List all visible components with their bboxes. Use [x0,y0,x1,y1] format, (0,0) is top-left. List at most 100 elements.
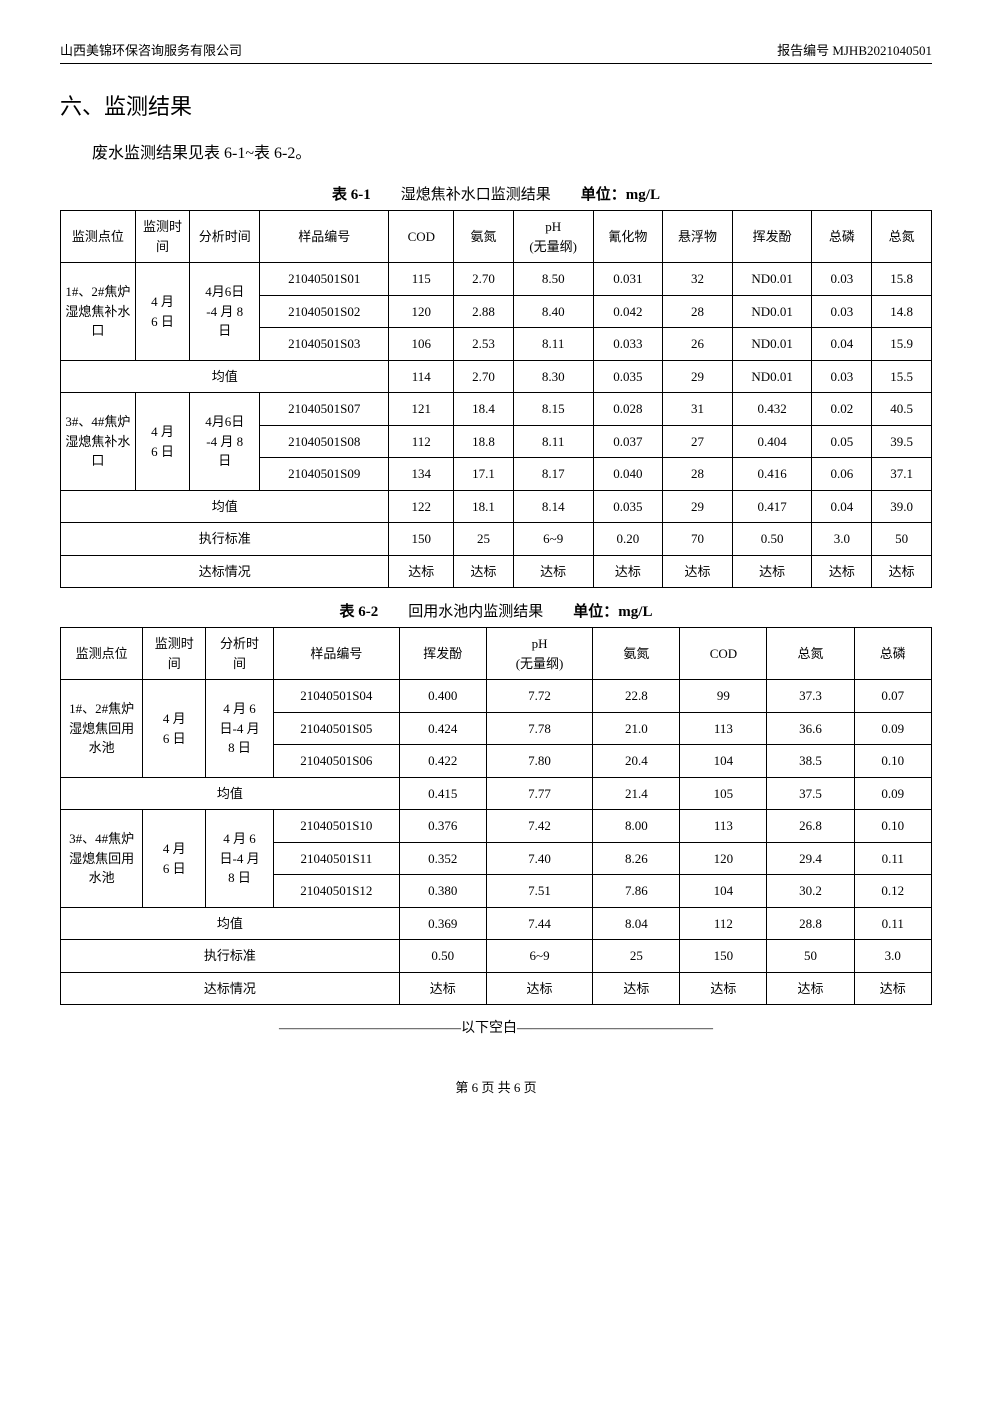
cell: 达标 [872,555,932,588]
cell: 37.3 [767,680,854,713]
th-ph: pH(无量纲) [513,211,593,263]
intro-text: 废水监测结果见表 6-1~表 6-2。 [60,139,932,169]
cell: ND0.01 [732,328,812,361]
cell: 0.352 [399,842,486,875]
cell-std: 执行标准 [61,940,400,973]
cell: 115 [389,263,454,296]
section-title: 六、监测结果 [60,89,932,121]
cell: 0.033 [593,328,663,361]
th-sample: 样品编号 [260,211,389,263]
cell: 达标 [663,555,733,588]
cell: 0.05 [812,425,872,458]
cell-res: 达标情况 [61,972,400,1005]
cell: 0.432 [732,393,812,426]
table-row: 监测点位 监测时间 分析时间 样品编号 挥发酚 pH(无量纲) 氨氮 COD 总… [61,628,932,680]
cell: 29 [663,490,733,523]
cell-avg: 均值 [61,490,389,523]
cell: 7.40 [486,842,592,875]
cell: 25 [454,523,514,556]
cell: 3#、4#焦炉湿熄焦补水口 [61,393,136,491]
th-cn: 氰化物 [593,211,663,263]
cell: 1#、2#焦炉湿熄焦补水口 [61,263,136,361]
cell: 20.4 [593,745,680,778]
th-cod: COD [389,211,454,263]
cell: 0.50 [732,523,812,556]
t1-name: 湿熄焦补水口监测结果 [401,187,551,203]
th-sample: 样品编号 [273,628,399,680]
th-ph: pH(无量纲) [486,628,592,680]
page-footer: 第 6 页 共 6 页 [60,1077,932,1096]
cell: 8.11 [513,328,593,361]
cell: 8.14 [513,490,593,523]
cell: 达标 [593,972,680,1005]
table-row: 均值 0.369 7.44 8.04 112 28.8 0.11 [61,907,932,940]
table-row: 3#、4#焦炉湿熄焦补水口 4 月6 日 4月6日-4 月 8日 2104050… [61,393,932,426]
cell: 6~9 [513,523,593,556]
cell: 134 [389,458,454,491]
cell: 37.5 [767,777,854,810]
cell: 0.040 [593,458,663,491]
th-point: 监测点位 [61,211,136,263]
cell: 18.1 [454,490,514,523]
cell: 0.037 [593,425,663,458]
th-tp: 总磷 [854,628,931,680]
cell: 0.031 [593,263,663,296]
cell: 0.03 [812,360,872,393]
table-row: 3#、4#焦炉湿熄焦回用水池 4 月6 日 4 月 6日-4 月8 日 2104… [61,810,932,843]
cell: 39.5 [872,425,932,458]
cell: 7.42 [486,810,592,843]
cell: 4 月6 日 [135,263,190,361]
table-2-caption: 表 6-2回用水池内监测结果单位：mg/L [60,600,932,621]
cell-avg: 均值 [61,777,400,810]
page-header: 山西美锦环保咨询服务有限公司 报告编号 MJHB2021040501 [60,40,932,64]
cell: 27 [663,425,733,458]
cell: 0.03 [812,263,872,296]
cell: 达标 [486,972,592,1005]
th-tp: 总磷 [812,211,872,263]
cell: 8.30 [513,360,593,393]
t1-num: 表 6-1 [332,187,371,203]
cell: 26 [663,328,733,361]
cell: 120 [389,295,454,328]
table-row: 达标情况 达标 达标 达标 达标 达标 达标 达标 达标 [61,555,932,588]
cell: 31 [663,393,733,426]
cell: 15.9 [872,328,932,361]
cell: 8.11 [513,425,593,458]
cell: 7.86 [593,875,680,908]
cell: 29.4 [767,842,854,875]
cell: 21040501S07 [260,393,389,426]
cell: 39.0 [872,490,932,523]
cell: 8.17 [513,458,593,491]
cell: 达标 [767,972,854,1005]
cell: 8.00 [593,810,680,843]
cell: 0.035 [593,360,663,393]
cell: 15.8 [872,263,932,296]
table-row: 均值 122 18.1 8.14 0.035 29 0.417 0.04 39.… [61,490,932,523]
cell: 114 [389,360,454,393]
cell: 28.8 [767,907,854,940]
th-tn: 总氮 [767,628,854,680]
report-no: 报告编号 MJHB2021040501 [777,40,932,59]
cell: 达标 [854,972,931,1005]
cell: 7.51 [486,875,592,908]
cell: 50 [767,940,854,973]
cell: 112 [389,425,454,458]
cell: ND0.01 [732,360,812,393]
cell: 28 [663,458,733,491]
cell: 14.8 [872,295,932,328]
cell: 2.70 [454,263,514,296]
table-row: 监测点位 监测时间 分析时间 样品编号 COD 氨氮 pH(无量纲) 氰化物 悬… [61,211,932,263]
th-mtime: 监测时间 [135,211,190,263]
cell: 0.50 [399,940,486,973]
cell: 4 月6 日 [135,393,190,491]
cell: 达标 [399,972,486,1005]
table-row: 执行标准 0.50 6~9 25 150 50 3.0 [61,940,932,973]
cell: 0.06 [812,458,872,491]
cell: 0.04 [812,328,872,361]
cell: 0.417 [732,490,812,523]
cell: 4 月6 日 [143,680,206,778]
th-cod: COD [680,628,767,680]
cell: 37.1 [872,458,932,491]
cell: 达标 [812,555,872,588]
cell: 8.04 [593,907,680,940]
